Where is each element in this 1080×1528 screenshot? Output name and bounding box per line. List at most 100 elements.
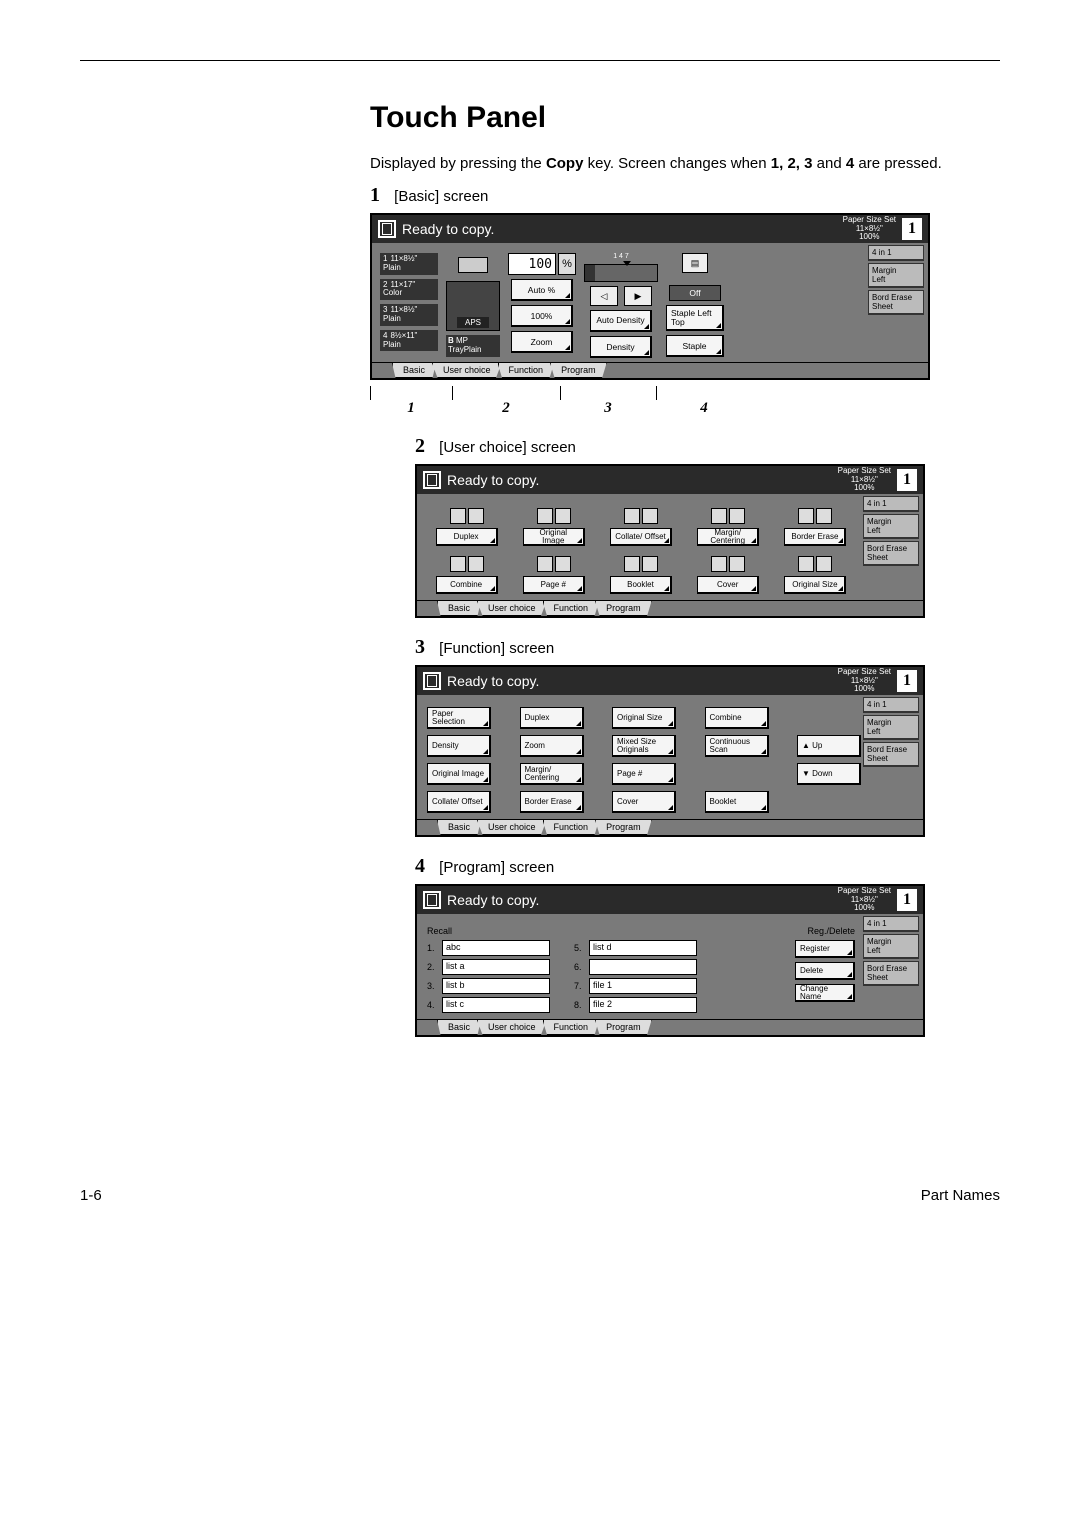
side-4in1[interactable]: 4 in 1 [863, 496, 919, 512]
slot-1[interactable]: 111×8½"Plain [380, 253, 438, 275]
option-button[interactable]: Combine [436, 576, 498, 594]
userchoice-cell: Combine [427, 554, 506, 594]
side-4in1[interactable]: 4 in 1 [868, 245, 924, 261]
program-slot[interactable]: list d [589, 940, 697, 956]
tab-basic[interactable]: Basic [437, 1020, 481, 1035]
side-borderase[interactable]: Bord EraseSheet [868, 290, 924, 315]
side-margin[interactable]: MarginLeft [868, 263, 924, 288]
program-action-button[interactable]: Delete [795, 962, 855, 980]
program-slot[interactable]: list c [442, 997, 550, 1013]
auto-pct-button[interactable]: Auto % [511, 279, 573, 301]
side-borderase[interactable]: Bord EraseSheet [863, 742, 919, 767]
slot-2[interactable]: 211×17"Color [380, 279, 438, 301]
option-button[interactable]: Original Size [784, 576, 846, 594]
density-darker-button[interactable]: ▶ [624, 286, 652, 306]
userchoice-cell: Collate/ Offset [601, 506, 680, 546]
tab-basic[interactable]: Basic [437, 601, 481, 616]
option-button[interactable]: Border Erase [784, 528, 846, 546]
program-panel: Ready to copy. Paper Size Set 11×8½" 100… [415, 884, 925, 1037]
side-margin[interactable]: MarginLeft [863, 514, 919, 539]
autopct-lbl: Auto % [528, 285, 555, 295]
program-action-button[interactable]: Change Name [795, 984, 855, 1002]
page-title: Touch Panel [370, 101, 1000, 135]
function-button[interactable]: Paper Selection [427, 707, 491, 729]
density-lighter-button[interactable]: ◁ [590, 286, 618, 306]
option-button[interactable]: Page # [523, 576, 585, 594]
program-slot[interactable] [589, 959, 697, 975]
function-button[interactable]: Original Image [427, 763, 491, 785]
program-slot[interactable]: file 1 [589, 978, 697, 994]
slot-3[interactable]: 311×8½"Plain [380, 304, 438, 326]
tab-program[interactable]: Program [595, 601, 652, 616]
program-row: 7.file 1 [574, 978, 697, 994]
density-button[interactable]: Density [590, 336, 652, 358]
row-number: 1. [427, 943, 439, 953]
tab-program[interactable]: Program [595, 1020, 652, 1035]
option-button[interactable]: Collate/ Offset [610, 528, 672, 546]
function-button[interactable]: Original Size [612, 707, 676, 729]
function-button[interactable]: Continuous Scan [705, 735, 769, 757]
tab-user-choice[interactable]: User choice [477, 601, 547, 616]
sm3-2: Left [867, 727, 915, 736]
tab-user-choice[interactable]: User choice [477, 1020, 547, 1035]
up-button[interactable]: ▲ Up [797, 735, 861, 757]
staple-button[interactable]: Staple [666, 335, 724, 357]
function-button[interactable]: Cover [612, 791, 676, 813]
program-slot[interactable]: file 2 [589, 997, 697, 1013]
auto-density-button[interactable]: Auto Density [590, 310, 652, 332]
option-button[interactable]: Margin/ Centering [697, 528, 759, 546]
staple-lefttop-button[interactable]: Staple Left Top [666, 305, 724, 331]
tab-function[interactable]: Function [543, 1020, 600, 1035]
side-margin[interactable]: MarginLeft [863, 934, 919, 959]
function-button[interactable]: Booklet [705, 791, 769, 813]
function-label: Booklet [710, 798, 737, 806]
side-borderase[interactable]: Bord EraseSheet [863, 961, 919, 986]
tab-user-choice[interactable]: User choice [432, 363, 502, 378]
aps-button[interactable]: APS [446, 281, 500, 331]
function-label: Original Size [617, 714, 662, 722]
slot-4[interactable]: 48½×11"Plain [380, 330, 438, 352]
function-button[interactable]: Margin/ Centering [520, 763, 584, 785]
mp-plain: Plain [464, 345, 482, 354]
function-button[interactable]: Zoom [520, 735, 584, 757]
option-button[interactable]: Original Image [523, 528, 585, 546]
mp-tray[interactable]: B MP TrayPlain [446, 335, 500, 357]
option-button[interactable]: Booklet [610, 576, 672, 594]
side-margin[interactable]: MarginLeft [863, 715, 919, 740]
function-button[interactable]: Combine [705, 707, 769, 729]
tab-basic[interactable]: Basic [437, 820, 481, 835]
option-icon [793, 554, 837, 574]
down-button[interactable]: ▼ Down [797, 763, 861, 785]
tab-function[interactable]: Function [543, 820, 600, 835]
function-button[interactable]: Page # [612, 763, 676, 785]
option-icon [532, 506, 576, 526]
zoom-button[interactable]: Zoom [511, 331, 573, 353]
program-slot[interactable]: abc [442, 940, 550, 956]
printer-icon [446, 253, 500, 277]
tab-function[interactable]: Function [498, 363, 555, 378]
tab-basic[interactable]: Basic [392, 363, 436, 378]
option-button[interactable]: Cover [697, 576, 759, 594]
program-slot[interactable]: list a [442, 959, 550, 975]
program-slot[interactable]: list b [442, 978, 550, 994]
function-button[interactable]: Border Erase [520, 791, 584, 813]
tab-program[interactable]: Program [595, 820, 652, 835]
program-action-button[interactable]: Register [795, 940, 855, 958]
tab-function[interactable]: Function [543, 601, 600, 616]
function-button[interactable]: Duplex [520, 707, 584, 729]
side-4in1[interactable]: 4 in 1 [863, 916, 919, 932]
tab-program[interactable]: Program [550, 363, 607, 378]
function-button[interactable]: Collate/ Offset [427, 791, 491, 813]
off-button[interactable]: Off [669, 285, 721, 301]
psize-3: 100% [843, 233, 896, 242]
option-button[interactable]: Duplex [436, 528, 498, 546]
function-button[interactable]: Mixed Size Originals [612, 735, 676, 757]
100pct-button[interactable]: 100% [511, 305, 573, 327]
option-icon [445, 506, 489, 526]
userchoice-cell: Original Size [776, 554, 855, 594]
tab-user-choice[interactable]: User choice [477, 820, 547, 835]
side-4in1[interactable]: 4 in 1 [863, 697, 919, 713]
side-borderase[interactable]: Bord EraseSheet [863, 541, 919, 566]
function-button[interactable]: Density [427, 735, 491, 757]
page-indicator: 1 [902, 218, 922, 240]
